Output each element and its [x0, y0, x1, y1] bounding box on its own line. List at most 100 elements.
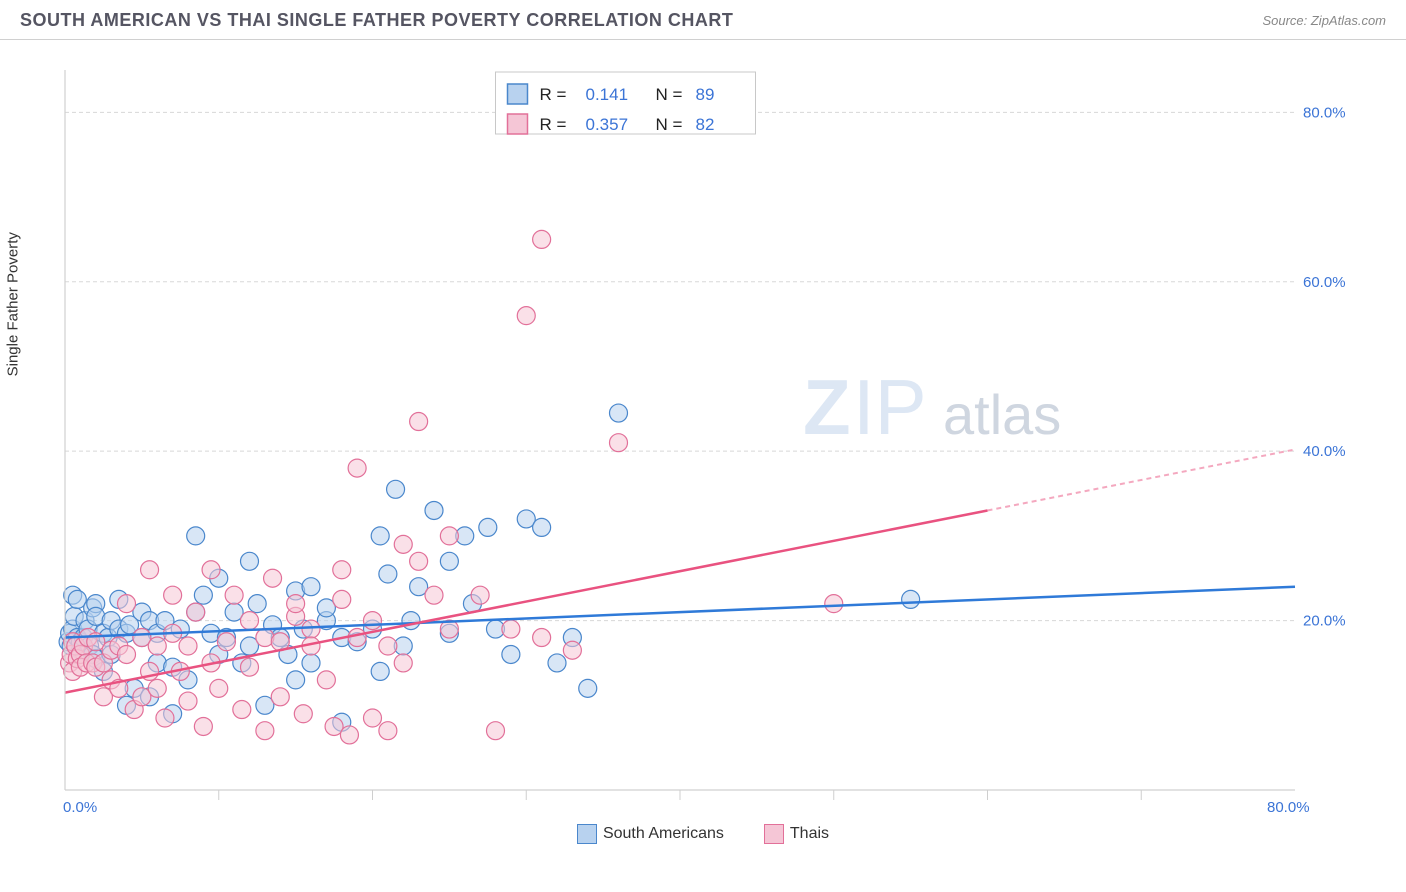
- data-point-pink: [333, 590, 351, 608]
- watermark: atlas: [943, 383, 1061, 446]
- chart-title: SOUTH AMERICAN VS THAI SINGLE FATHER POV…: [20, 10, 733, 31]
- legend-n-label: N =: [656, 115, 683, 134]
- chart-wrapper: Single Father Poverty 20.0%40.0%60.0%80.…: [55, 60, 1366, 820]
- data-point-pink: [410, 552, 428, 570]
- data-point-pink: [340, 726, 358, 744]
- data-point-pink: [394, 654, 412, 672]
- data-point-blue: [371, 662, 389, 680]
- legend-swatch: [508, 114, 528, 134]
- data-point-pink: [118, 595, 136, 613]
- legend-bottom: South Americans Thais: [0, 824, 1406, 844]
- data-point-blue: [425, 501, 443, 519]
- data-point-pink: [333, 561, 351, 579]
- data-point-blue: [371, 527, 389, 545]
- legend-r-label: R =: [540, 115, 567, 134]
- data-point-blue: [302, 578, 320, 596]
- data-point-pink: [294, 705, 312, 723]
- data-point-pink: [164, 586, 182, 604]
- data-point-pink: [194, 717, 212, 735]
- data-point-pink: [271, 688, 289, 706]
- data-point-pink: [533, 230, 551, 248]
- data-point-pink: [148, 637, 166, 655]
- data-point-pink: [217, 633, 235, 651]
- data-point-pink: [471, 586, 489, 604]
- data-point-pink: [487, 722, 505, 740]
- data-point-pink: [425, 586, 443, 604]
- data-point-pink: [610, 434, 628, 452]
- data-point-pink: [241, 658, 259, 676]
- legend-item: South Americans: [577, 824, 724, 844]
- y-axis-label: Single Father Poverty: [5, 232, 22, 376]
- data-point-blue: [241, 552, 259, 570]
- data-point-pink: [202, 561, 220, 579]
- data-point-pink: [348, 459, 366, 477]
- scatter-chart: 20.0% 40.0% 60.0% 80.0% ZIP atlas 0.0% 80.0% R =…: [55, 60, 1355, 820]
- y-tick-label: 80.0%: [1303, 104, 1346, 121]
- data-point-pink: [148, 679, 166, 697]
- data-point-pink: [302, 620, 320, 638]
- data-point-pink: [394, 535, 412, 553]
- data-point-pink: [825, 595, 843, 613]
- data-point-pink: [156, 709, 174, 727]
- data-point-pink: [264, 569, 282, 587]
- data-point-blue: [548, 654, 566, 672]
- legend-item: Thais: [764, 824, 829, 844]
- legend-label: South Americans: [603, 825, 724, 842]
- data-point-pink: [241, 612, 259, 630]
- data-point-blue: [502, 645, 520, 663]
- legend-r-value: 0.141: [586, 85, 629, 104]
- data-point-pink: [256, 722, 274, 740]
- legend-n-label: N =: [656, 85, 683, 104]
- data-point-blue: [479, 518, 497, 536]
- data-point-pink: [410, 413, 428, 431]
- data-point-blue: [579, 679, 597, 697]
- x-tick-label: 80.0%: [1267, 799, 1310, 816]
- data-point-blue: [387, 480, 405, 498]
- legend-r-value: 0.357: [586, 115, 629, 134]
- y-tick-label: 20.0%: [1303, 613, 1346, 630]
- legend-n-value: 89: [696, 85, 715, 104]
- data-point-pink: [379, 722, 397, 740]
- legend-swatch: [764, 824, 784, 844]
- data-point-pink: [179, 637, 197, 655]
- data-point-pink: [379, 637, 397, 655]
- data-point-pink: [533, 629, 551, 647]
- y-tick-label: 40.0%: [1303, 443, 1346, 460]
- trendline-pink-extrapolated: [988, 449, 1296, 510]
- data-point-blue: [902, 590, 920, 608]
- data-point-pink: [364, 612, 382, 630]
- data-point-pink: [440, 527, 458, 545]
- data-point-pink: [348, 629, 366, 647]
- y-tick-label: 60.0%: [1303, 274, 1346, 291]
- data-point-blue: [440, 552, 458, 570]
- legend-swatch: [577, 824, 597, 844]
- data-point-pink: [317, 671, 335, 689]
- data-point-blue: [287, 671, 305, 689]
- data-point-pink: [118, 645, 136, 663]
- data-point-blue: [379, 565, 397, 583]
- data-point-pink: [210, 679, 228, 697]
- data-point-blue: [302, 654, 320, 672]
- data-point-pink: [287, 595, 305, 613]
- watermark: Z: [803, 363, 851, 451]
- header-bar: SOUTH AMERICAN VS THAI SINGLE FATHER POV…: [0, 0, 1406, 40]
- data-point-blue: [194, 586, 212, 604]
- data-point-blue: [610, 404, 628, 422]
- data-point-blue: [248, 595, 266, 613]
- data-point-blue: [533, 518, 551, 536]
- data-point-blue: [402, 612, 420, 630]
- data-point-pink: [179, 692, 197, 710]
- data-point-pink: [563, 641, 581, 659]
- data-point-pink: [502, 620, 520, 638]
- legend-swatch: [508, 84, 528, 104]
- legend-n-value: 82: [696, 115, 715, 134]
- data-point-pink: [141, 561, 159, 579]
- x-tick-label: 0.0%: [63, 799, 97, 816]
- legend-r-label: R =: [540, 85, 567, 104]
- watermark: IP: [853, 363, 927, 451]
- data-point-pink: [517, 307, 535, 325]
- source-label: Source: ZipAtlas.com: [1262, 13, 1386, 28]
- data-point-blue: [187, 527, 205, 545]
- data-point-pink: [225, 586, 243, 604]
- data-point-pink: [187, 603, 205, 621]
